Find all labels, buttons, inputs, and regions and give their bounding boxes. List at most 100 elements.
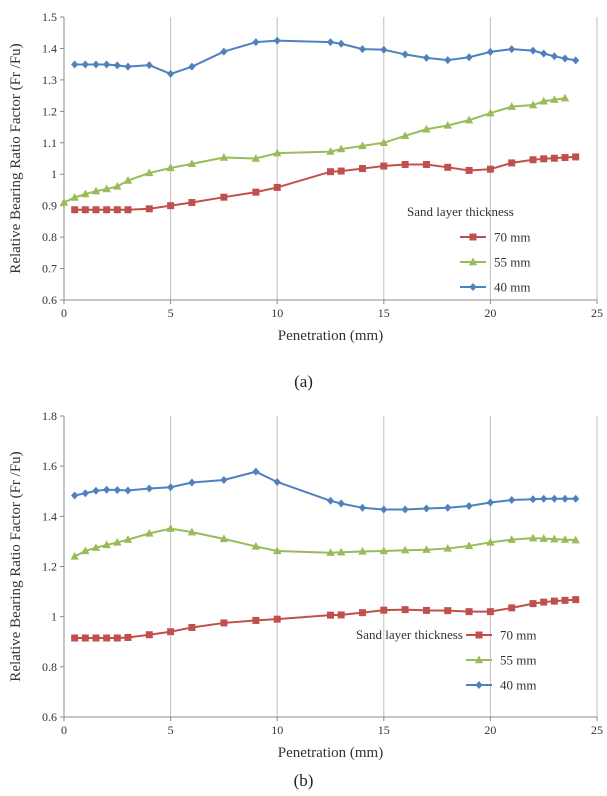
data-point: [358, 45, 367, 54]
data-point: [145, 484, 153, 493]
legend: Sand layer thickness 70 mm 55 mm 40 mm: [356, 627, 536, 693]
data-point: [380, 162, 388, 170]
legend-swatch-marker: [475, 681, 483, 689]
data-point: [540, 598, 548, 606]
legend-swatch-marker: [469, 233, 477, 241]
data-point: [540, 155, 548, 163]
data-point: [123, 176, 133, 184]
data-point: [550, 597, 558, 605]
chart-panel-b: 0.6 0.8 1 1.2 1.4 1.6 1.8 0 5 10 15 20 25 Penetration…: [0, 400, 607, 796]
data-point: [113, 181, 122, 190]
data-point: [92, 60, 100, 69]
data-point: [465, 53, 473, 62]
y-axis-title: Relative Bearing Ratio Factor (Fr /Fu): [8, 451, 24, 681]
data-point: [220, 475, 228, 484]
data-point: [337, 39, 345, 48]
legend-label: 40 mm: [494, 280, 530, 295]
y-tick-label: 1: [51, 167, 57, 181]
x-tick-label: 5: [168, 723, 174, 737]
data-point: [572, 56, 580, 65]
legend-swatch-marker: [474, 655, 484, 664]
y-tick-label: 0.8: [42, 660, 57, 674]
y-tick-label: 1.5: [42, 10, 57, 24]
data-point: [486, 165, 494, 173]
data-point: [422, 53, 431, 62]
y-tick-label: 1.4: [42, 509, 57, 523]
legend-title: Sand layer thickness: [356, 627, 463, 642]
data-point: [486, 537, 495, 546]
data-point: [81, 189, 90, 198]
data-point: [572, 153, 580, 161]
caption-b: (b): [293, 771, 314, 790]
data-point: [70, 192, 79, 201]
data-point: [71, 206, 79, 214]
data-point: [124, 206, 132, 214]
data-point: [123, 535, 133, 543]
data-point: [464, 541, 474, 550]
data-point: [327, 168, 334, 176]
x-tick-label: 0: [61, 723, 67, 737]
data-point: [102, 184, 111, 193]
data-point: [102, 540, 111, 549]
data-point: [507, 102, 516, 110]
data-point: [166, 163, 175, 172]
data-point: [81, 60, 89, 69]
chart-panel-a: 0.6 0.7 0.8 0.9 1 1.1 1.2 1.3 1.4 1.5 0 5 10 15 20 25 Pe…: [8, 10, 603, 391]
y-axis-title: Relative Bearing Ratio Factor (Fr /Fu): [8, 43, 24, 273]
data-point: [187, 159, 197, 168]
data-point: [571, 535, 580, 544]
data-point: [103, 206, 111, 214]
y-tick-label: 1.8: [42, 409, 57, 423]
x-tick-label: 20: [484, 306, 496, 320]
data-point: [380, 606, 388, 614]
data-point: [81, 634, 89, 642]
data-point: [145, 168, 154, 177]
data-point: [486, 47, 494, 56]
x-tick-label: 15: [378, 306, 390, 320]
data-point: [326, 548, 335, 556]
data-point: [145, 631, 153, 639]
data-point: [103, 485, 111, 494]
x-tick-label: 25: [591, 723, 603, 737]
y-tick-label: 0.6: [42, 293, 57, 307]
data-point: [71, 60, 79, 69]
data-point: [422, 606, 430, 614]
x-tick-label: 20: [484, 723, 496, 737]
data-point: [326, 496, 335, 505]
x-tick-label: 5: [168, 306, 174, 320]
data-point: [220, 47, 228, 56]
data-point: [91, 543, 101, 551]
data-point: [401, 505, 409, 514]
data-point: [273, 546, 282, 555]
data-point: [145, 61, 153, 70]
data-point: [400, 131, 410, 140]
data-point: [508, 159, 516, 167]
data-point: [252, 188, 260, 196]
data-point: [443, 543, 452, 552]
data-point: [572, 596, 580, 604]
data-point: [561, 494, 569, 503]
data-point: [358, 165, 366, 173]
data-point: [422, 160, 430, 168]
y-tick-label: 1.2: [42, 560, 57, 574]
data-point: [528, 533, 538, 542]
data-point: [251, 541, 261, 550]
legend-label: 70 mm: [500, 628, 536, 643]
data-point: [572, 494, 580, 503]
series-70-mm: [71, 153, 580, 214]
data-point: [103, 60, 111, 69]
data-point: [167, 202, 175, 210]
data-point: [113, 485, 121, 494]
data-point: [91, 186, 101, 195]
data-point: [561, 154, 569, 162]
data-point: [252, 616, 260, 624]
legend-label: 55 mm: [500, 653, 536, 668]
data-point: [81, 206, 89, 214]
data-point: [486, 608, 494, 616]
y-tick-label: 1.2: [42, 104, 57, 118]
data-point: [358, 546, 367, 555]
y-tick-label: 0.6: [42, 710, 57, 724]
data-point: [252, 467, 260, 476]
data-point: [508, 604, 516, 612]
data-point: [81, 546, 90, 555]
